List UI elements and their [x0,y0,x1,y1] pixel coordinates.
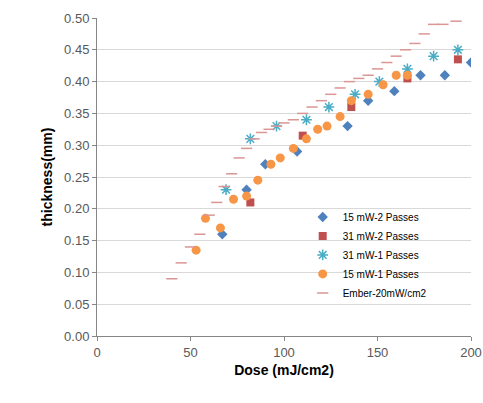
svg-text:31 mW-2 Passes: 31 mW-2 Passes [343,231,419,242]
svg-text:0.15: 0.15 [64,233,89,248]
svg-text:15 mW-2 Passes: 15 mW-2 Passes [343,212,419,223]
svg-text:100: 100 [273,345,295,360]
svg-text:0.50: 0.50 [64,11,89,26]
svg-text:15 mW-1 Passes: 15 mW-1 Passes [343,269,419,280]
svg-text:0.35: 0.35 [64,106,89,121]
svg-text:200: 200 [460,345,482,360]
svg-text:150: 150 [367,345,389,360]
svg-text:0.25: 0.25 [64,170,89,185]
svg-text:50: 50 [183,345,197,360]
svg-text:0.40: 0.40 [64,74,89,89]
svg-text:Dose (mJ/cm2): Dose (mJ/cm2) [234,362,334,378]
svg-text:31 mW-1 Passes: 31 mW-1 Passes [343,250,419,261]
svg-text:0.30: 0.30 [64,138,89,153]
svg-text:0.45: 0.45 [64,42,89,57]
svg-text:thickness(mm): thickness(mm) [39,128,55,227]
svg-text:0.10: 0.10 [64,265,89,280]
svg-text:0: 0 [93,345,100,360]
svg-text:0.05: 0.05 [64,297,89,312]
svg-text:Ember-20mW/cm2: Ember-20mW/cm2 [343,288,427,299]
svg-text:0.20: 0.20 [64,201,89,216]
svg-text:0.00: 0.00 [64,329,89,344]
